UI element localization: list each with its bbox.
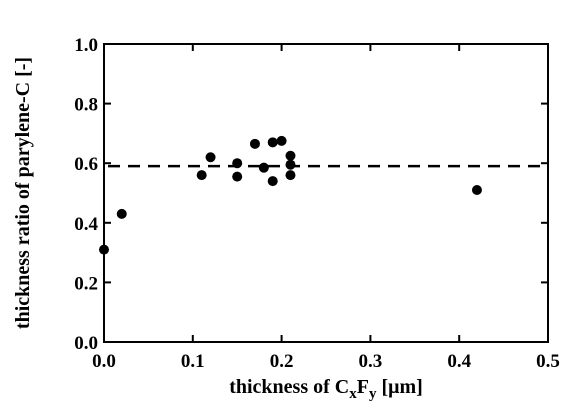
data-point — [249, 138, 260, 149]
axis-ticks — [103, 43, 549, 343]
data-point — [276, 135, 287, 146]
y-tick-label: 0.8 — [74, 95, 98, 116]
y-tick-label: 0.6 — [74, 154, 98, 175]
data-point — [471, 185, 482, 196]
y-axis-title: thickness ratio of parylene-C [-] — [12, 57, 34, 329]
axis-tick-labels: 0.0 0.1 0.2 0.3 0.4 0.5 0.0 0.2 0.4 0.6 0.8 1.0 — [74, 35, 560, 372]
data-point — [258, 162, 269, 173]
data-point — [232, 171, 243, 182]
data-point — [196, 170, 207, 181]
x-tick-label: 0.2 — [270, 351, 294, 372]
data-point — [205, 152, 216, 163]
y-tick-label: 1.0 — [74, 35, 98, 56]
x-axis-title: thickness of CxFy [μm] — [229, 376, 423, 402]
x-tick-label: 0.3 — [359, 351, 383, 372]
x-tick-label: 0.0 — [92, 351, 116, 372]
x-tick-label: 0.5 — [536, 351, 560, 372]
data-point — [285, 170, 296, 181]
data-point — [285, 159, 296, 170]
data-point — [232, 158, 243, 169]
x-tick-label: 0.4 — [447, 351, 471, 372]
data-point — [267, 176, 278, 187]
data-point — [116, 208, 127, 219]
data-points — [99, 135, 482, 255]
data-point — [267, 137, 278, 148]
y-tick-label: 0.2 — [74, 273, 98, 294]
data-point — [99, 244, 109, 255]
y-tick-label: 0.4 — [74, 214, 98, 235]
y-tick-label: 0.0 — [74, 333, 98, 354]
data-point — [285, 150, 296, 161]
x-tick-label: 0.1 — [181, 351, 205, 372]
plot-frame — [103, 43, 549, 343]
